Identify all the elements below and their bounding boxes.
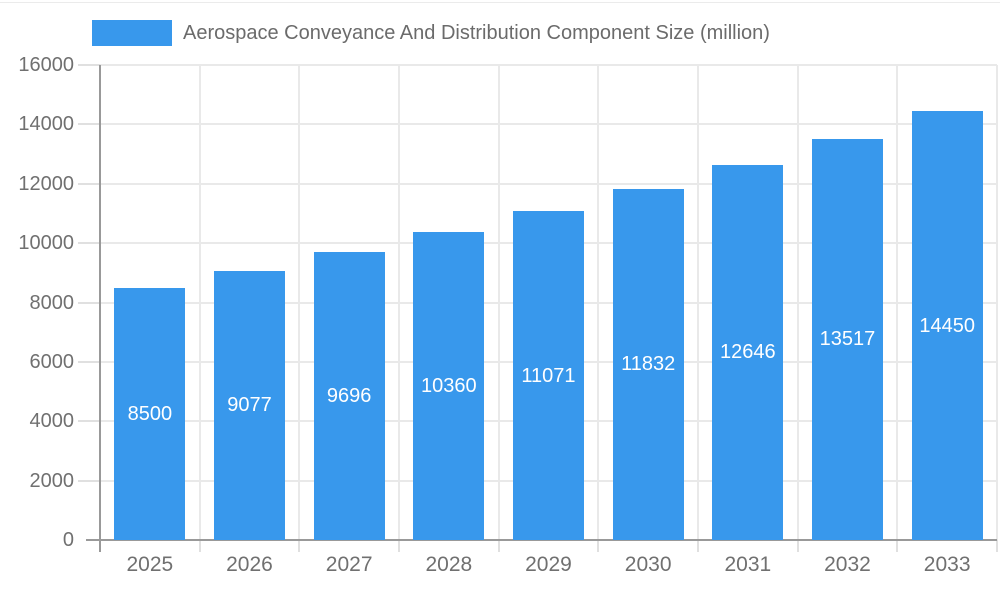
y-axis-label: 16000 — [18, 54, 74, 76]
x-tick-mark — [398, 540, 400, 552]
legend-swatch — [92, 20, 172, 46]
bar-value-label: 8500 — [127, 402, 173, 425]
x-axis-label: 2029 — [525, 553, 572, 576]
y-axis-label: 8000 — [29, 291, 75, 314]
x-gridline — [198, 65, 201, 540]
x-tick-mark — [996, 540, 998, 552]
x-tick-mark — [298, 540, 301, 552]
x-tick-mark — [796, 540, 799, 552]
x-axis-label: 2033 — [923, 553, 971, 576]
x-gridline — [896, 65, 899, 540]
bar-value-label: 9077 — [227, 394, 272, 417]
bar-2025 — [114, 287, 186, 540]
bar-value-label: 10360 — [421, 375, 477, 398]
x-gridline — [697, 65, 699, 540]
x-gridline — [398, 65, 400, 540]
x-gridline — [796, 65, 799, 540]
bar-value-label: 11832 — [621, 353, 676, 376]
x-tick-mark — [198, 540, 201, 552]
x-axis-label: 2032 — [824, 553, 871, 576]
bar-value-label: 12646 — [720, 341, 776, 364]
bar-value-label: 13517 — [819, 328, 876, 351]
chart-top-border — [0, 2, 1000, 3]
y-gridline — [100, 182, 997, 185]
bar-value-label: 11071 — [521, 364, 576, 387]
x-gridline — [996, 65, 998, 540]
y-tick-mark — [78, 242, 100, 245]
bar-2032 — [812, 138, 883, 540]
legend-label: Aerospace Conveyance And Distribution Co… — [183, 22, 770, 44]
x-axis-line — [86, 539, 997, 541]
bar-2029 — [513, 211, 584, 540]
bar-2026 — [214, 270, 285, 540]
x-gridline — [597, 65, 600, 540]
x-tick-mark — [597, 540, 600, 552]
y-tick-mark — [78, 420, 100, 423]
x-tick-mark — [697, 540, 699, 552]
x-axis-label: 2026 — [226, 553, 273, 576]
y-tick-mark — [78, 182, 100, 185]
bar-value-label: 14450 — [919, 314, 975, 337]
bar-2031 — [712, 164, 784, 540]
y-axis-label: 4000 — [29, 410, 75, 433]
x-axis-label: 2025 — [126, 553, 174, 576]
y-tick-mark — [78, 360, 100, 363]
bar-2027 — [313, 252, 385, 540]
x-gridline — [298, 65, 301, 540]
x-gridline — [497, 65, 500, 540]
y-axis-label: 6000 — [29, 350, 75, 373]
x-tick-mark — [896, 540, 899, 552]
y-gridline — [100, 64, 997, 66]
x-tick-mark — [497, 540, 500, 552]
y-tick-mark — [78, 479, 100, 482]
bar-value-label: 9696 — [326, 385, 372, 408]
y-axis-label: 10000 — [18, 232, 74, 255]
legend-item[interactable]: Aerospace Conveyance And Distribution Co… — [92, 20, 770, 46]
y-axis-label: 14000 — [18, 113, 74, 136]
y-axis-line — [99, 65, 101, 552]
bar-2030 — [612, 188, 684, 540]
y-axis-label: 2000 — [29, 469, 75, 492]
x-axis-label: 2030 — [624, 553, 672, 576]
bar-2033 — [911, 111, 983, 540]
x-axis-label: 2028 — [425, 553, 473, 576]
plot-area: 0 2000 4000 6000 8000 10000 12000 14000 16000 850… — [18, 54, 998, 576]
bar-2028 — [413, 232, 485, 540]
y-gridline — [100, 123, 997, 126]
x-axis-label: 2027 — [325, 553, 373, 576]
y-tick-mark — [78, 301, 100, 304]
y-axis-label: 0 — [62, 529, 74, 551]
y-tick-mark — [78, 64, 100, 66]
y-axis-label: 12000 — [18, 172, 74, 195]
y-tick-mark — [78, 123, 100, 126]
x-axis-label: 2031 — [724, 553, 772, 576]
